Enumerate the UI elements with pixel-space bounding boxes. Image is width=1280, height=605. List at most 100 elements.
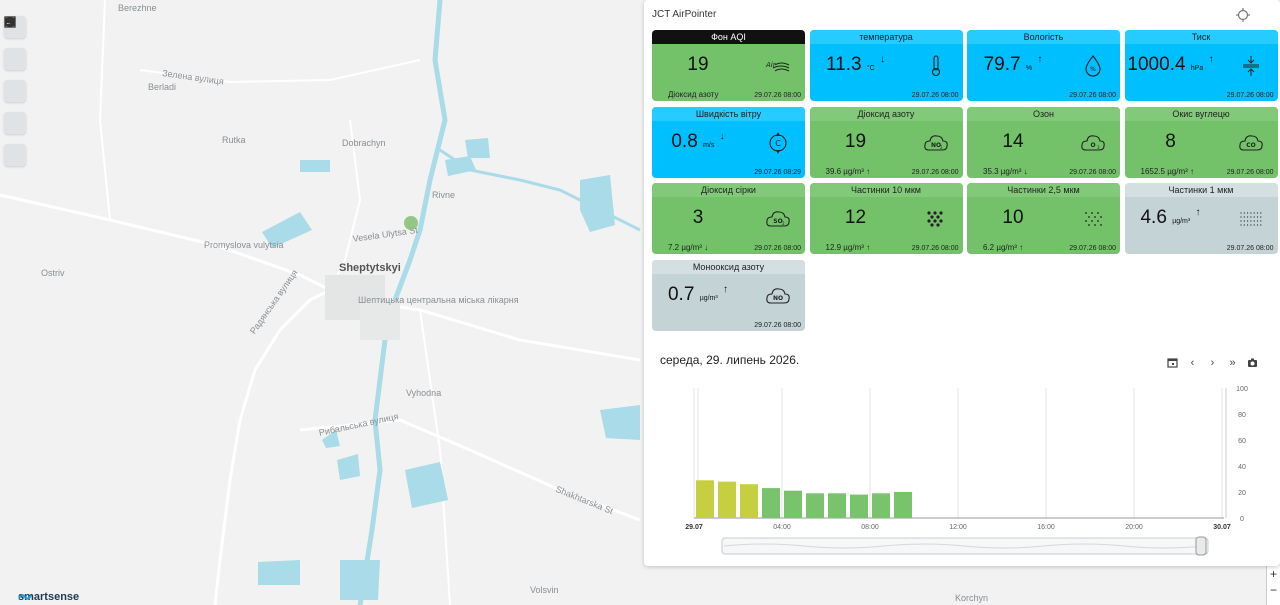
prev-day-button[interactable]: ‹ [1190, 356, 1195, 369]
tile-timestamp: 29.07.26 08:00 [1226, 245, 1274, 252]
tile-title: температура [809, 30, 963, 44]
chart-y-tick: 40 [1238, 464, 1246, 471]
tile-unit: m/s [703, 141, 715, 149]
trend-arrow-icon: ↑ [1208, 54, 1214, 65]
sensor-tile[interactable]: температура 11.3 °C ↓ 29.07.26 08:00 [809, 30, 963, 101]
chart-x-tick: 04:00 [773, 524, 791, 531]
svg-text:2: 2 [940, 145, 943, 150]
chart-bar [894, 492, 912, 518]
tile-unit: °C [866, 65, 875, 72]
chart-navigator-handle[interactable] [1195, 536, 1207, 556]
sensor-tile[interactable]: Діоксид сірки 3 SO 2 7.2 µg/m³ ↓ 29.07.26 08:… [652, 183, 805, 254]
list-button[interactable] [4, 18, 26, 134]
next-day-button[interactable]: › [1210, 356, 1215, 369]
chart-y-tick: 100 [1236, 386, 1248, 393]
sensor-tile[interactable]: Фон AQI 19 Air Діоксид азоту 29.07.26 08:00 [652, 30, 805, 101]
svg-text:Air: Air [765, 61, 777, 69]
humidity-drop-icon: % [1080, 54, 1106, 78]
chart-y-tick: 20 [1238, 490, 1246, 497]
tile-timestamp: 29.07.26 08:00 [754, 245, 801, 252]
tile-title: Частинки 1 мкм [1124, 183, 1278, 197]
pm10-dots-icon [923, 207, 949, 231]
sensor-tile[interactable]: Тиск 1000.4 hPa ↑ 29.07.26 08:00 [1124, 30, 1278, 101]
locate-icon[interactable] [1236, 8, 1250, 22]
tile-unit: µg/m³ [699, 294, 718, 302]
chart-y-tick: 80 [1238, 412, 1246, 419]
aqi-bar-chart[interactable]: 0 20 40 60 80 100 29.07 04:00 08:00 12:00 16:00 20:… [644, 380, 1280, 560]
tile-value-number: 1000.4 [1127, 54, 1186, 75]
sensor-tile[interactable]: Швидкість вітру 0.8 m/s ↓ C 29.07.26 08:29 [652, 106, 805, 178]
sensor-tile[interactable]: Озон 14 O 3 35.3 µg/m³ ↓ 29.07.26 08:00 [967, 106, 1120, 178]
sensor-tile[interactable]: Окис вуглецю 8 CO 1652.5 µg/m³ ↑ 29.07.26 08… [1124, 106, 1278, 178]
panel-title: JCT AirPointer [652, 9, 717, 20]
tile-value-number: 4.6 [1140, 207, 1167, 228]
chart-bar [784, 490, 802, 518]
tile-title: Швидкість вітру [652, 106, 805, 121]
chart-nav: ‹ › » [1167, 356, 1258, 369]
tile-timestamp: 29.07.26 08:00 [911, 168, 959, 176]
chart-x-tick: 20:00 [1125, 524, 1143, 531]
last-day-button[interactable]: » [1229, 356, 1236, 369]
svg-text:NO: NO [930, 142, 940, 149]
tile-timestamp: 29.07.26 08:00 [1226, 92, 1274, 99]
sensor-tile[interactable]: Вологість 79.7 % ↑% 29.07.26 08:00 [967, 30, 1120, 101]
tile-title: Тиск [1124, 30, 1278, 44]
theme-button[interactable] [4, 16, 26, 102]
tile-timestamp: 29.07.26 08:00 [1069, 168, 1116, 176]
trend-arrow-icon: ↑ [723, 283, 729, 295]
map-label: Berladi [148, 82, 177, 92]
map-label: Rivne [432, 190, 456, 200]
co-cloud-icon: CO [1238, 131, 1264, 155]
zoom-in-button[interactable]: + [1269, 567, 1277, 581]
tile-title: Діоксид сірки [652, 183, 805, 197]
tile-secondary: 7.2 µg/m³ ↓ [668, 243, 709, 252]
sensor-tile[interactable]: Частинки 1 мкм 4.6 µg/m³ ↑ 29.07.26 08:00 [1124, 183, 1278, 254]
tile-value-number: 8 [1165, 130, 1176, 152]
svg-text:O: O [1090, 142, 1095, 149]
tile-value-number: 14 [1002, 130, 1024, 152]
tile-title: Фон AQI [652, 30, 805, 44]
svg-text:SO: SO [773, 218, 782, 225]
chart-y-tick: 60 [1238, 438, 1246, 445]
tile-value: 3 [652, 207, 744, 229]
tile-secondary: 1652.5 µg/m³ ↑ [1140, 166, 1195, 176]
brand-name: smartsense [18, 591, 80, 603]
tile-title: Вологість [967, 30, 1120, 44]
sensor-tile[interactable]: Частинки 10 мкм 12 12.9 µg/m³ ↑ 29.07.26 08… [809, 183, 963, 254]
layers-button[interactable] [4, 17, 26, 70]
map-toolbar [4, 16, 26, 166]
svg-text:CO: CO [1246, 142, 1256, 149]
zoom-out-button[interactable]: − [1269, 583, 1277, 597]
tile-value: 79.7 % ↑ [967, 54, 1059, 76]
sensor-tile[interactable]: Частинки 2,5 мкм 10 6.2 µg/m³ ↑ 29.07.26 08… [967, 183, 1120, 254]
trend-arrow-icon: ↑ [1195, 207, 1201, 218]
tile-title: Монооксид азоту [652, 259, 805, 274]
map-label: Promyslova vulytsia [204, 240, 284, 250]
pm1-dots-icon [1238, 207, 1264, 231]
brand-logo: smartsense [18, 591, 79, 603]
tile-title: Окис вуглецю [1124, 106, 1278, 121]
map-label: Vyhodna [406, 388, 442, 398]
tile-value-number: 12 [844, 207, 867, 228]
wind-compass-icon: C [765, 131, 791, 155]
more-button[interactable] [4, 21, 26, 166]
map-label: Volsvin [530, 585, 559, 595]
chart-x-tick: 29.07 [685, 524, 703, 531]
tile-value-number: 10 [1002, 207, 1024, 228]
chart-bar [850, 494, 868, 518]
sensor-tile[interactable]: Діоксид азоту 19 NO 2 39.6 µg/m³ ↑ 29.07.26 0… [809, 106, 963, 178]
tile-value: 11.3 °C ↓ [810, 54, 902, 76]
sensor-tile[interactable]: Монооксид азоту 0.7 µg/m³ ↑ NO 29.07.26 08:… [652, 259, 805, 331]
calendar-icon[interactable] [1167, 357, 1178, 368]
brand-icon [18, 594, 32, 600]
station-marker[interactable] [404, 216, 418, 230]
tile-secondary: 35.3 µg/m³ ↓ [983, 166, 1028, 176]
chart-x-tick: 08:00 [861, 524, 879, 531]
tile-title: Частинки 2,5 мкм [967, 183, 1120, 197]
camera-icon[interactable] [1247, 357, 1258, 368]
aqi-wind-icon: Air [765, 54, 791, 78]
tile-unit: µg/m³ [1172, 218, 1191, 225]
tile-value: 8 [1125, 131, 1217, 153]
